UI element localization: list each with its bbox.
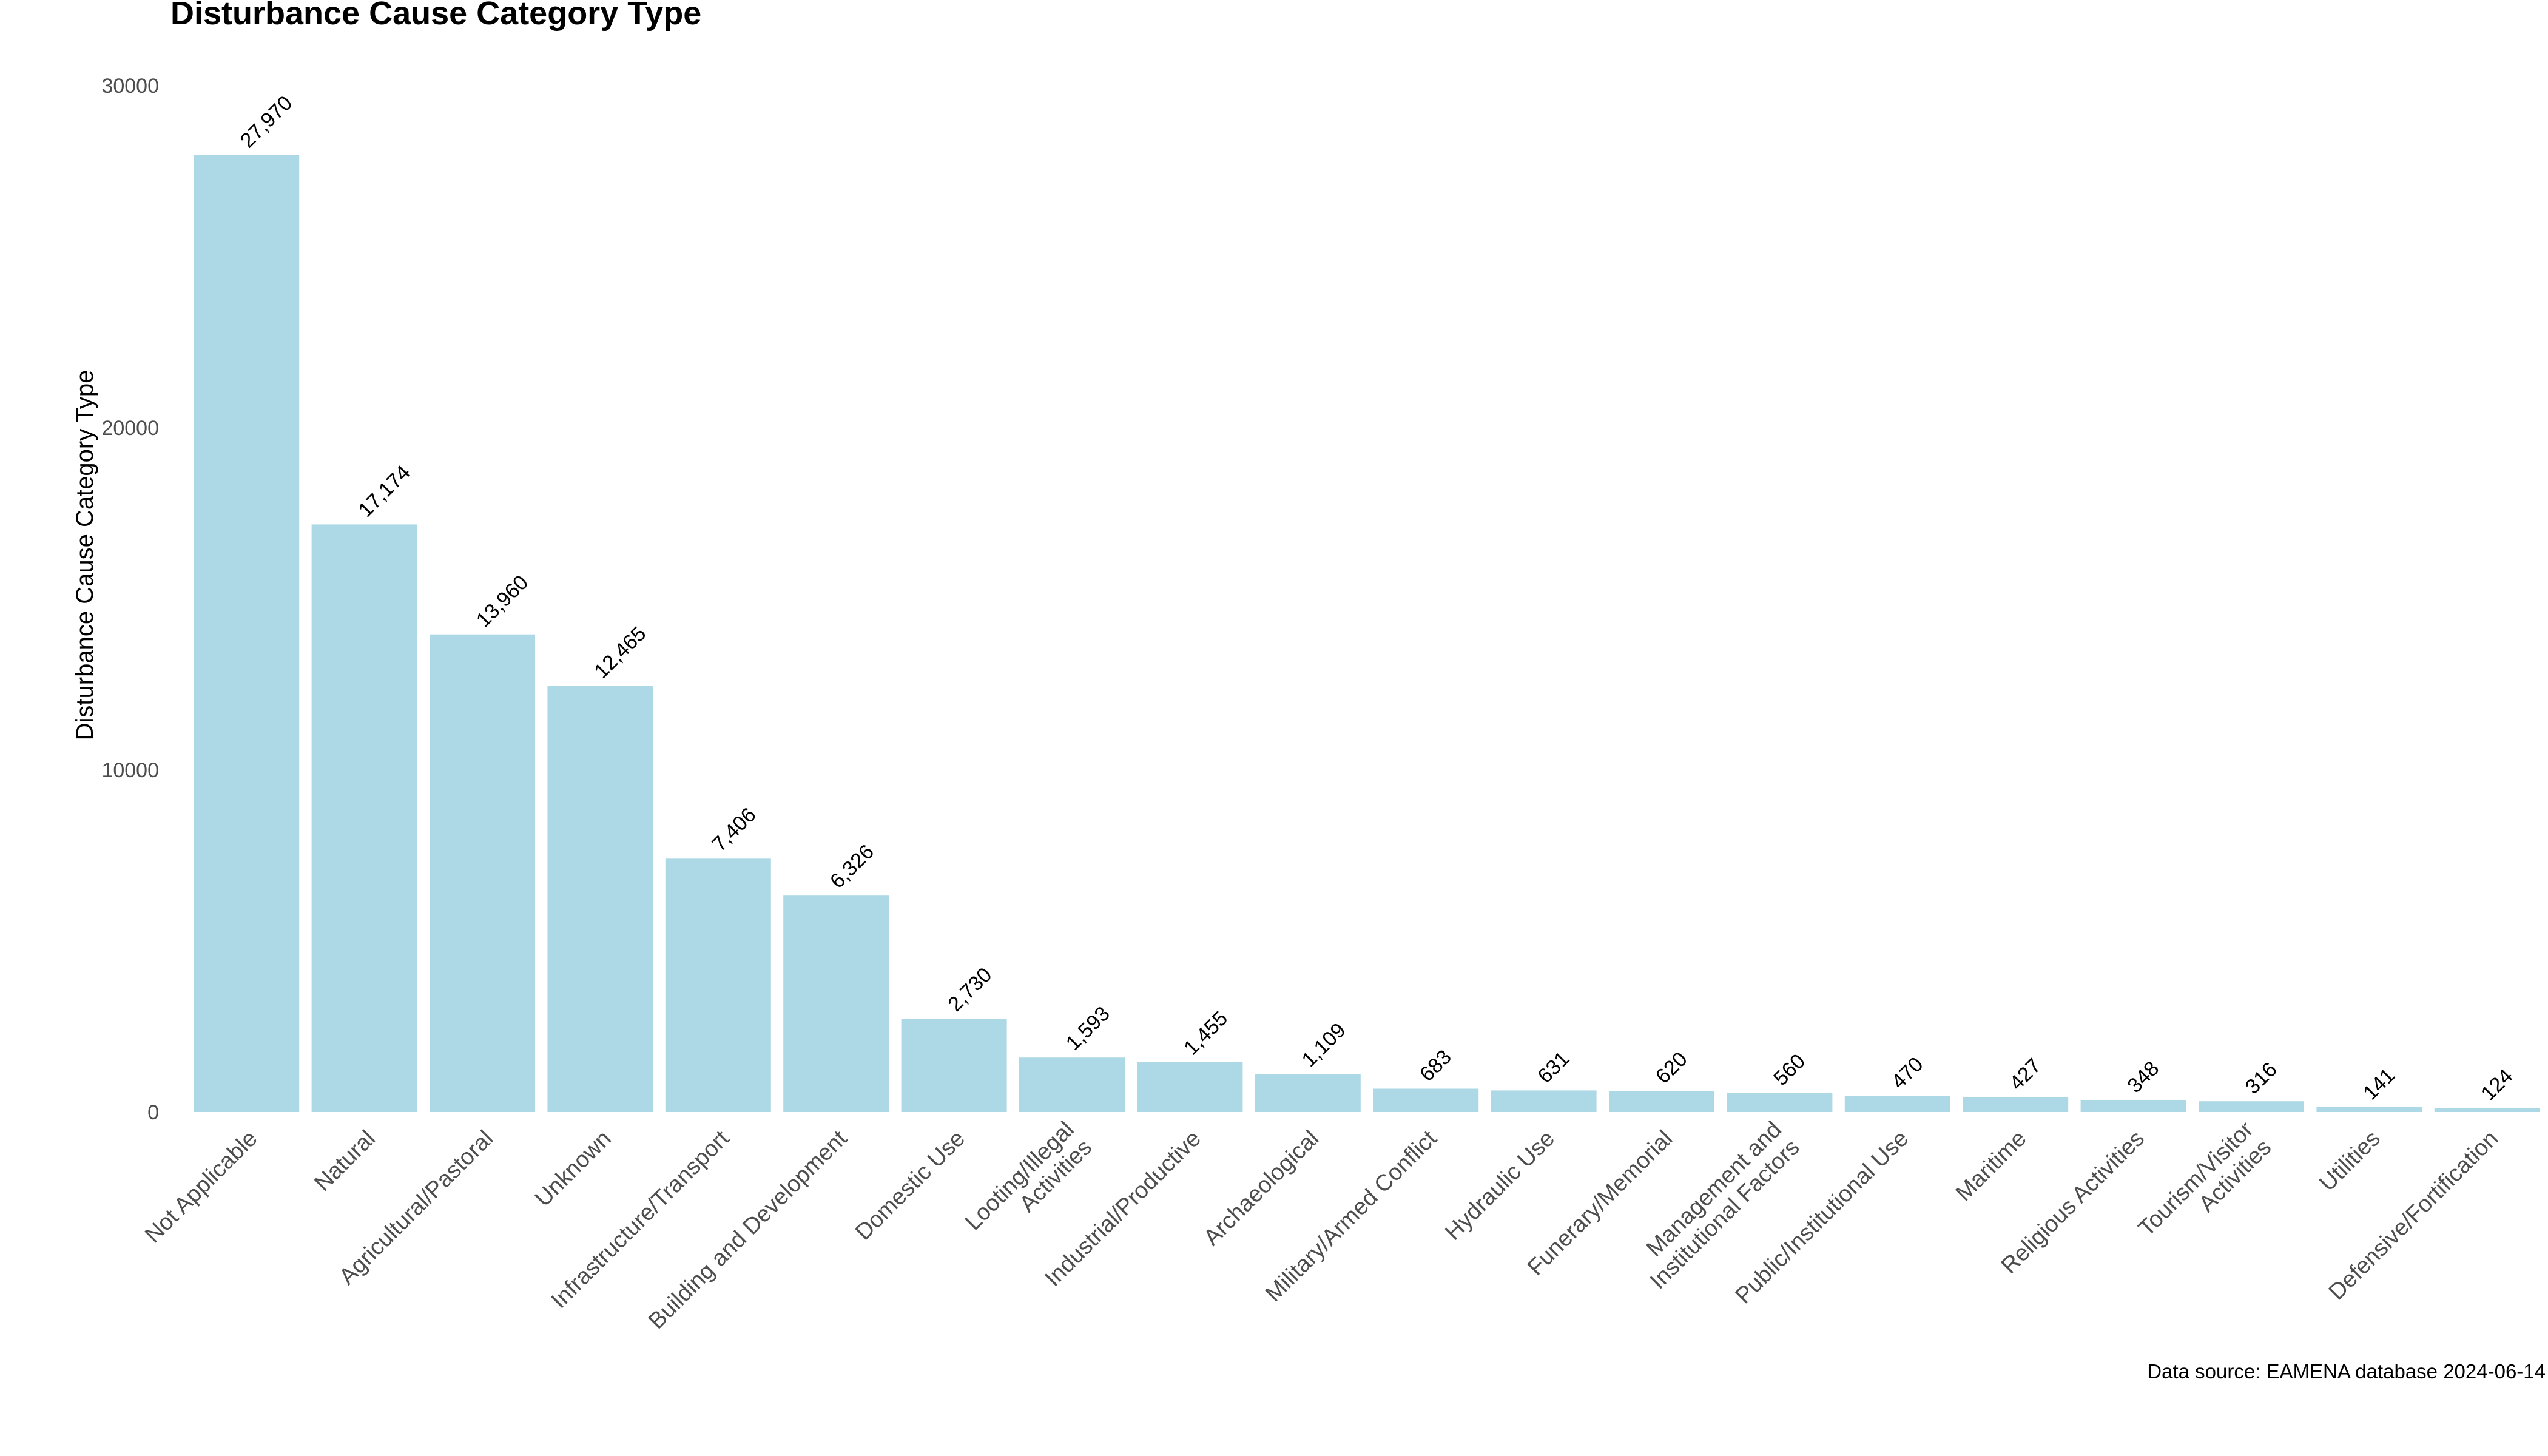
bar-value-label: 620 (1651, 1048, 1692, 1088)
y-tick-label: 0 (147, 1101, 159, 1124)
bar-value-label: 427 (2005, 1054, 2046, 1095)
x-tick-label: Not Applicable (140, 1126, 262, 1248)
bar-value-label: 1,109 (1298, 1019, 1350, 1071)
x-tick-label: Utilities (2314, 1126, 2385, 1196)
bar (2316, 1107, 2422, 1112)
x-tick-label: Archaeological (1199, 1126, 1324, 1251)
bar-value-label: 1,593 (1062, 1002, 1114, 1055)
bar (783, 895, 889, 1112)
y-axis-ticks: 0 10000 20000 30000 (101, 75, 159, 1124)
bar-value-label: 13,960 (472, 571, 533, 632)
bar (2199, 1101, 2304, 1112)
bar (194, 155, 300, 1112)
x-tick-label: Domestic Use (851, 1126, 970, 1245)
bar-value-label: 631 (1533, 1047, 1574, 1088)
x-tick-label: Unknown (530, 1126, 616, 1212)
bar (1137, 1062, 1243, 1112)
bar (1727, 1093, 1833, 1112)
x-tick-label: Tourism/VisitorActivities (2134, 1117, 2276, 1259)
bar-value-label: 12,465 (590, 622, 650, 682)
bar (1373, 1088, 1479, 1112)
bar (2080, 1100, 2186, 1112)
x-tick-label: Building and Development (644, 1125, 852, 1334)
bar (2434, 1108, 2540, 1112)
bar-value-label: 348 (2123, 1057, 2163, 1097)
bar (1255, 1074, 1361, 1112)
bar-value-label: 6,326 (826, 840, 878, 893)
x-tick-label: Maritime (1951, 1126, 2032, 1207)
bars (194, 155, 2540, 1112)
bar (1609, 1091, 1714, 1112)
x-axis-tick-labels: Not Applicable NaturalAgricultural/Pastor… (140, 1117, 2503, 1334)
data-source-caption: Data source: EAMENA database 2024-06-14 (2147, 1360, 2546, 1383)
bar (665, 858, 771, 1112)
bar (901, 1019, 1007, 1112)
bar-value-label: 560 (1769, 1050, 1810, 1090)
bar (1491, 1090, 1597, 1112)
bar-value-label: 2,730 (943, 963, 996, 1016)
bar (1019, 1057, 1125, 1112)
chart-title: Disturbance Cause Category Type (170, 0, 701, 32)
bar-value-label: 7,406 (708, 803, 761, 856)
bar-value-label: 124 (2477, 1065, 2518, 1105)
y-axis-label: Disturbance Cause Category Type (72, 370, 98, 741)
y-tick-label: 20000 (101, 417, 159, 440)
x-tick-label: Looting/IllegalActivities (960, 1117, 1097, 1253)
y-tick-label: 10000 (101, 759, 159, 782)
bar-value-label: 141 (2359, 1064, 2399, 1105)
x-tick-label: Hydraulic Use (1440, 1126, 1560, 1245)
bar-value-label: 27,970 (236, 92, 297, 152)
bar-value-label: 17,174 (354, 461, 414, 522)
y-tick-label: 30000 (101, 75, 159, 98)
bar (547, 686, 653, 1112)
bar (311, 524, 417, 1112)
bar-value-label: 683 (1415, 1045, 1456, 1086)
bar-value-label: 1,455 (1179, 1007, 1232, 1060)
bar (430, 634, 535, 1112)
bar-value-label: 316 (2241, 1058, 2282, 1099)
x-tick-label: Natural (310, 1126, 380, 1196)
bar (1844, 1096, 1950, 1112)
bar-value-label: 470 (1887, 1053, 1928, 1093)
bar (1963, 1097, 2069, 1112)
